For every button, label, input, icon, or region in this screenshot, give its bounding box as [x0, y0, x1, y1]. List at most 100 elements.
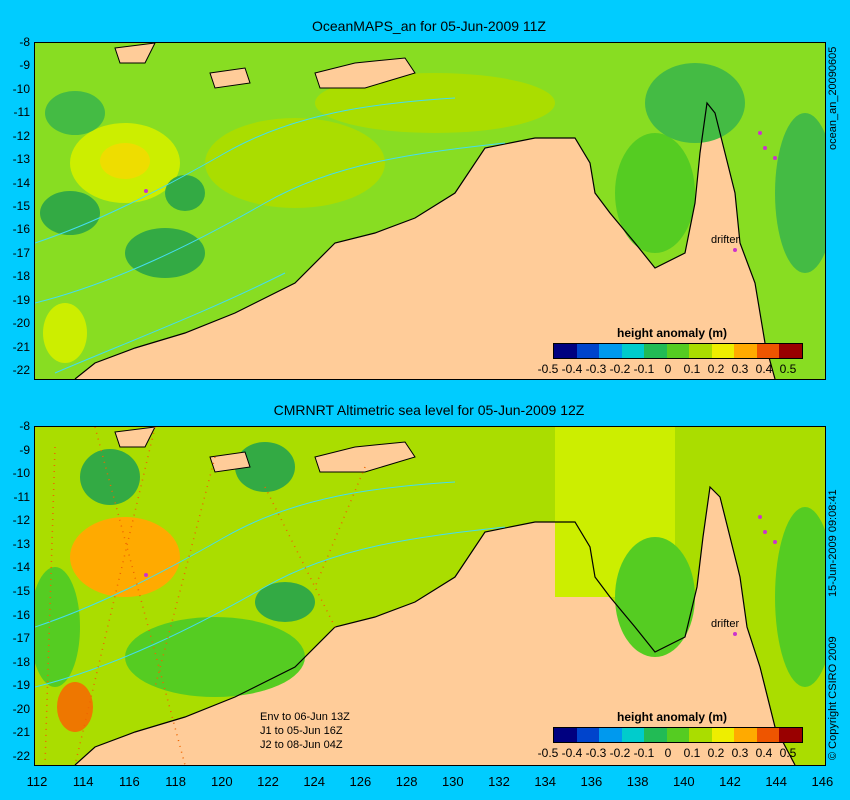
panel2-colorbar [553, 727, 803, 743]
panel1-colorbar-ticks: -0.5 -0.4 -0.3 -0.2 -0.1 0 0.1 0.2 0.3 0.4 0.5 [536, 362, 800, 376]
y-tick-label: -22 [12, 749, 30, 763]
x-tick-label: 142 [719, 774, 741, 789]
panel2-map [34, 426, 826, 766]
y-tick-label: -17 [12, 245, 30, 260]
copyright-text: © Copyright CSIRO 2009 [827, 636, 839, 760]
y-tick-label: -16 [12, 607, 30, 622]
colorbar-swatch [756, 728, 780, 742]
x-tick-label: 122 [257, 774, 279, 789]
x-tick-label: 146 [811, 774, 834, 789]
x-tick-label: 136 [580, 774, 603, 789]
colorbar-swatch [734, 728, 757, 742]
panel2-colorbar-title: height anomaly (m) [617, 710, 728, 724]
y-tick-label: -13 [12, 152, 30, 167]
y-tick-label: -21 [12, 339, 30, 354]
note-j2: J2 to 08-Jun 04Z [260, 739, 343, 751]
panel2-title: CMRNRT Altimetric sea level for 05-Jun-2… [273, 402, 585, 418]
colorbar-tick-label: 0.4 [755, 362, 773, 376]
panel2-colorbar-ticks: -0.5 -0.4 -0.3 -0.2 -0.1 0 0.1 0.2 0.3 0.4 0.5 [536, 746, 800, 760]
panel1-drifter-label: drifter [711, 234, 740, 246]
x-tick-label: 118 [165, 774, 186, 789]
y-tick-label: -8 [19, 419, 30, 433]
colorbar-tick-label: 0.2 [707, 362, 725, 376]
colorbar-tick-label: 0 [664, 362, 672, 376]
colorbar-swatch [644, 728, 667, 742]
y-tick-label: -12 [12, 513, 30, 528]
colorbar-swatch [756, 344, 780, 358]
y-tick-label: -20 [12, 701, 30, 716]
panel1-map [34, 42, 826, 380]
panel2-notes: Env to 06-Jun 13Z J1 to 05-Jun 16Z J2 to… [260, 710, 350, 752]
x-tick-label: 126 [349, 774, 372, 789]
colorbar-swatch [689, 344, 712, 358]
colorbar-tick-label: -0.2 [609, 362, 631, 376]
colorbar-swatch [576, 344, 600, 358]
panel2-side-label: 15-Jun-2009 09:08:41 [827, 489, 839, 597]
y-tick-label: -14 [12, 175, 30, 190]
colorbar-swatch [554, 344, 577, 358]
colorbar-swatch [689, 728, 712, 742]
colorbar-tick-label: -0.3 [585, 362, 607, 376]
x-tick-label: 132 [488, 774, 510, 789]
panel1-side-label: ocean_an_20090605 [827, 46, 839, 150]
y-tick-label: -11 [13, 105, 30, 120]
y-tick-label: -22 [12, 363, 30, 377]
y-tick-label: -16 [12, 222, 30, 237]
y-tick-label: -9 [19, 442, 30, 457]
y-tick-label: -21 [12, 725, 30, 740]
colorbar-tick-label: 0.1 [683, 362, 701, 376]
y-tick-label: -18 [12, 269, 30, 284]
panel1-title: OceanMAPS_an for 05-Jun-2009 11Z [312, 18, 546, 34]
colorbar-swatch [621, 728, 645, 742]
colorbar-tick-label: 0.5 [779, 362, 797, 376]
colorbar-tick-label: 0.5 [779, 746, 797, 760]
colorbar-swatch [599, 728, 622, 742]
colorbar-tick-label: -0.5 [537, 362, 559, 376]
colorbar-tick-label: -0.4 [561, 362, 583, 376]
colorbar-swatch [576, 728, 600, 742]
x-tick-label: 144 [765, 774, 788, 789]
x-tick-label: 124 [303, 774, 326, 789]
x-tick-label: 112 [26, 774, 48, 789]
panel1-colorbar [553, 343, 803, 359]
y-tick-label: -15 [12, 584, 30, 598]
colorbar-tick-label: 0.4 [755, 746, 773, 760]
colorbar-swatch [599, 344, 622, 358]
x-tick-label: 128 [395, 774, 418, 789]
panel2-drifter-label: drifter [711, 618, 740, 630]
y-tick-label: -14 [12, 560, 30, 575]
x-tick-label: 116 [119, 774, 140, 789]
x-tick-label: 120 [210, 774, 233, 789]
colorbar-swatch [621, 344, 645, 358]
x-tick-label: 138 [626, 774, 649, 789]
colorbar-tick-label: -0.1 [633, 746, 655, 760]
colorbar-tick-label: 0.1 [683, 746, 701, 760]
y-tick-label: -20 [12, 316, 30, 331]
y-tick-label: -17 [12, 631, 30, 646]
colorbar-swatch [711, 344, 735, 358]
y-tick-label: -19 [12, 678, 30, 693]
colorbar-tick-label: -0.4 [561, 746, 583, 760]
note-j1: J1 to 05-Jun 16Z [260, 725, 343, 737]
y-tick-label: -18 [12, 654, 30, 669]
y-tick-label: -8 [19, 35, 30, 49]
colorbar-tick-label: -0.2 [609, 746, 631, 760]
panel1-colorbar-title: height anomaly (m) [617, 326, 728, 340]
y-tick-label: -15 [12, 199, 30, 213]
colorbar-swatch [644, 344, 667, 358]
colorbar-tick-label: -0.3 [585, 746, 607, 760]
y-tick-label: -9 [19, 58, 30, 73]
note-env: Env to 06-Jun 13Z [260, 711, 350, 723]
x-tick-label: 114 [72, 774, 94, 789]
colorbar-tick-label: 0.3 [731, 746, 749, 760]
y-tick-label: -13 [12, 536, 30, 551]
colorbar-swatch [554, 728, 577, 742]
y-tick-label: -19 [12, 292, 30, 307]
y-tick-label: -11 [13, 489, 30, 504]
x-tick-label: 140 [672, 774, 695, 789]
colorbar-swatch [779, 728, 803, 742]
colorbar-swatch [666, 728, 690, 742]
colorbar-tick-label: 0.3 [731, 362, 749, 376]
colorbar-tick-label: -0.5 [537, 746, 559, 760]
y-tick-label: -10 [12, 81, 30, 96]
